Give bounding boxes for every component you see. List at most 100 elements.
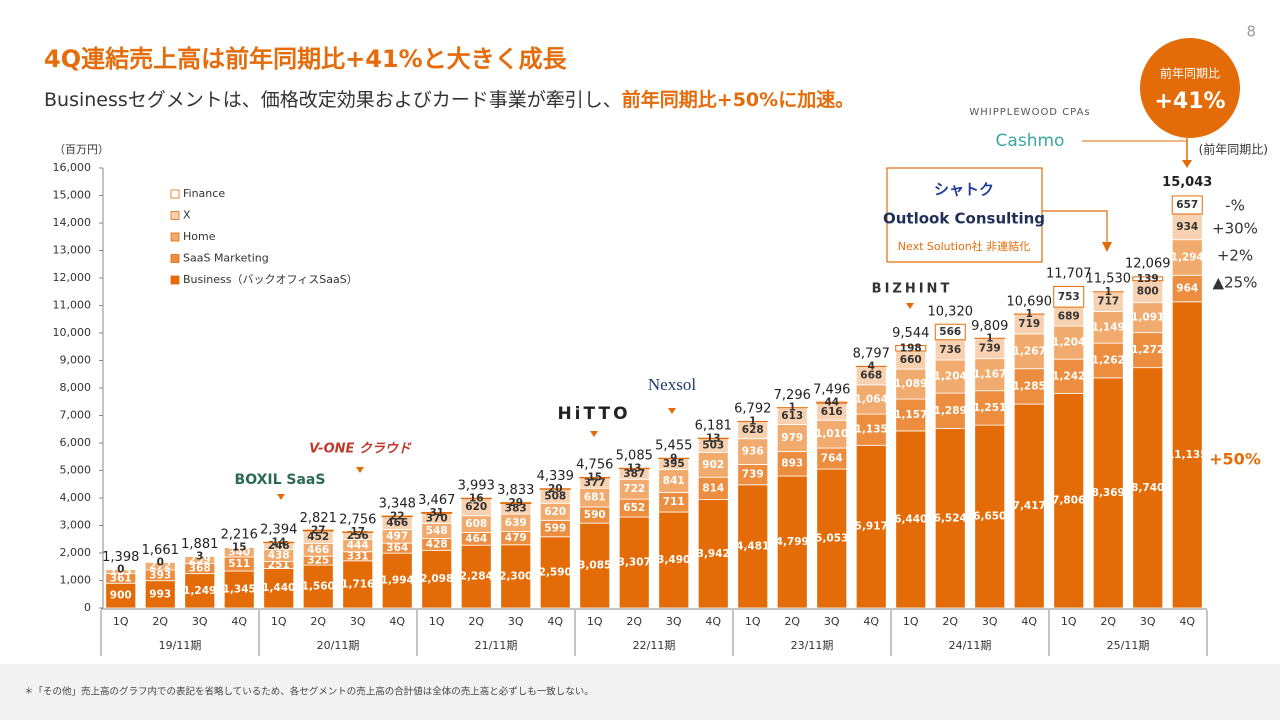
segment-label: 27 [311,525,326,537]
footer-band [0,664,1280,720]
legend-swatch [170,254,180,263]
bar-segment [618,516,650,609]
legend-swatch [170,232,180,242]
bar-segment [895,368,927,400]
segment-label: 14 [271,536,286,548]
segment-label: 566 [939,326,961,338]
segment-label: 3,942 [697,548,730,560]
total-label: 2,394 [260,523,297,538]
segment-label: 2,098 [420,573,453,585]
subtitle-highlight: 前年同期比+50%に加速。 [622,88,854,111]
marker [356,467,364,473]
segment-label: 639 [505,517,527,529]
segment-label: 11,135 [1167,449,1208,461]
bar-segment [934,392,966,429]
segment-label: 44 [824,397,839,409]
subtitle-part: Businessセグメントは、価格改定効果およびカード事業が牽引し、 [44,89,622,111]
segment-label: 1,157 [894,409,927,421]
bar-segment [934,323,966,341]
segment-label: 616 [821,406,843,418]
group-label: 23/11期 [791,639,834,652]
total-label: 4,756 [576,458,613,473]
total-label: 2,216 [221,528,258,543]
segment-label: 668 [860,370,882,382]
yoy-header: (前年同期比) [1199,142,1268,157]
total-label: 3,833 [497,483,534,498]
segment-label: 340 [228,546,250,558]
legend-label: Business（バックオフィスSaaS） [183,273,358,286]
segment-label: 6,440 [894,513,927,525]
y-tick-label: 0 [84,601,91,614]
connector [1042,210,1108,244]
x-tick-label: 1Q [113,615,129,628]
segment-label: 1,091 [1131,312,1164,324]
y-tick-label: 8,000 [60,381,92,394]
total-label: 10,690 [1007,295,1053,310]
yoy-label: ▲25% [1213,274,1258,292]
yoy-label: +2% [1217,247,1253,265]
segment-label: 599 [544,523,566,535]
bar-segment [1053,358,1085,394]
deconsolidation-box [886,167,1043,263]
bar-segment [579,522,611,609]
badge-arrowhead [1182,160,1192,168]
legend-swatch [170,275,180,285]
marker [906,303,914,309]
segment-label: 1 [1105,286,1112,298]
marker [590,431,598,437]
segment-label: 256 [347,530,369,542]
y-tick-label: 3,000 [60,519,92,532]
segment-label: 711 [663,496,685,508]
segment-label: 377 [584,477,606,489]
group-label: 22/11期 [633,639,676,652]
segment-label: 3 [196,550,203,562]
bar-segment [144,562,176,571]
bar-segment [1171,213,1203,241]
logo: BIZHINT [872,282,953,297]
segment-label: 900 [110,590,132,602]
bar-segment [460,544,492,609]
bar-segment [895,398,927,432]
x-tick-label: 3Q [508,615,524,628]
segment-label: 1,204 [1052,337,1085,349]
segment-label: 2,590 [539,566,572,578]
segment-label: 383 [505,503,527,515]
segment-label: 1 [1026,308,1033,320]
total-label: 2,756 [339,513,376,528]
segment-label: 1,251 [973,402,1006,414]
logo: Cashmo [996,131,1065,151]
bar-segment [1053,325,1085,360]
yoy-label: +30% [1212,220,1258,238]
segment-label: 1,135 [855,424,888,436]
bar-segment [816,468,848,609]
segment-label: 1,272 [1131,344,1164,356]
bar-segment [776,475,808,609]
segment-label: 739 [742,469,764,481]
x-tick-label: 4Q [389,615,405,628]
x-tick-label: 4Q [863,615,879,628]
segment-label: 620 [544,506,566,518]
segment-label: 251 [268,559,290,571]
segment-label: 590 [584,509,606,521]
segment-label: 979 [781,432,803,444]
x-tick-label: 3Q [350,615,366,628]
segment-label: 548 [426,525,448,537]
segment-label: 370 [426,512,448,524]
badge-circle [1140,38,1240,138]
bar-segment [223,570,255,609]
x-tick-label: 2Q [152,615,168,628]
segment-label: 1,262 [1092,355,1125,367]
total-label: 1,661 [142,543,179,558]
bar-segment [342,560,374,609]
segment-label: 1,289 [934,405,967,417]
segment-label: 1,294 [1171,251,1204,263]
page-number: 8 [1246,23,1256,41]
segment-label: 8,740 [1131,482,1164,494]
bar-segment [855,444,887,609]
arrowhead [1102,242,1112,252]
y-tick-label: 12,000 [53,271,92,284]
segment-label: 497 [386,530,408,542]
total-label: 1,881 [181,537,218,552]
segment-label: 20 [548,483,563,495]
segment-label: 8,369 [1092,487,1125,499]
